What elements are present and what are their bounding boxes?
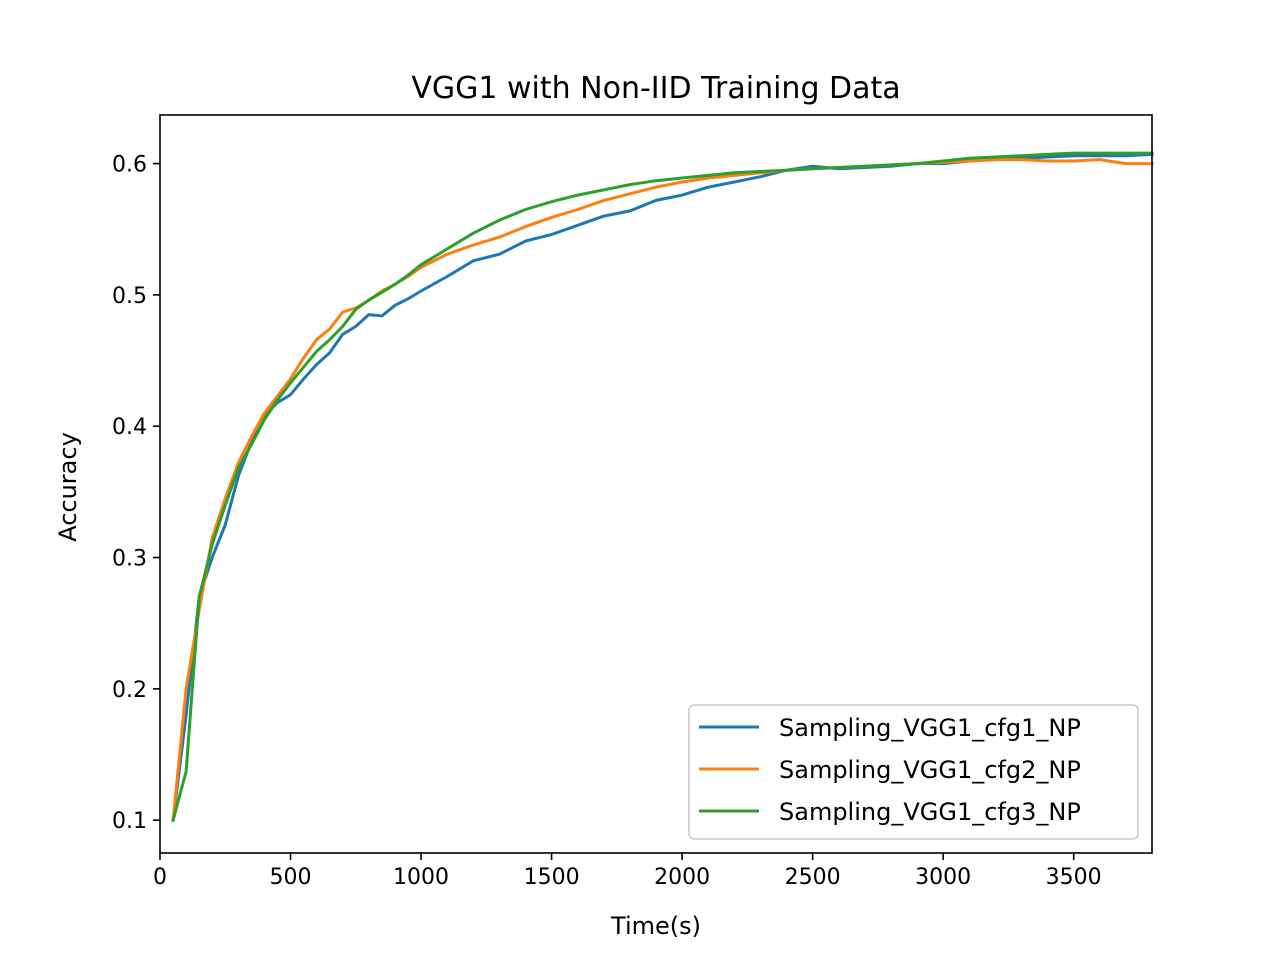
y-tick-label: 0.1 <box>112 809 147 834</box>
y-axis: 0.1 0.2 0.3 0.4 0.5 0.6 <box>112 153 160 834</box>
series-line-2 <box>171 158 1154 822</box>
x-tick-label: 2000 <box>654 865 710 890</box>
x-tick-label: 500 <box>270 865 312 890</box>
y-tick-label: 0.2 <box>112 678 147 703</box>
y-axis-label: Accuracy <box>54 432 82 542</box>
x-tick-label: 2500 <box>785 865 841 890</box>
y-tick-label: 0.5 <box>112 284 147 309</box>
x-axis: 0 500 1000 1500 2000 2500 3000 3500 <box>153 853 1102 890</box>
plot-frame <box>159 114 1153 854</box>
x-tick-label: 3500 <box>1046 865 1102 890</box>
series-layer <box>171 151 1154 823</box>
legend-label-1: Sampling_VGG1_cfg1_NP <box>779 714 1081 742</box>
x-tick-label: 1500 <box>524 865 580 890</box>
chart-title: VGG1 with Non-IID Training Data <box>411 71 900 106</box>
legend-label-2: Sampling_VGG1_cfg2_NP <box>779 756 1081 784</box>
legend-box <box>688 704 1139 840</box>
x-tick-label: 0 <box>153 865 167 890</box>
x-tick-label: 3000 <box>915 865 971 890</box>
x-axis-label: Time(s) <box>610 912 701 940</box>
legend-label-3: Sampling_VGG1_cfg3_NP <box>779 798 1081 826</box>
series-line-3 <box>171 151 1154 823</box>
y-tick-label: 0.4 <box>112 415 147 440</box>
y-tick-label: 0.3 <box>112 547 147 572</box>
x-tick-label: 1000 <box>393 865 449 890</box>
y-tick-label: 0.6 <box>112 153 147 178</box>
legend: Sampling_VGG1_cfg1_NP Sampling_VGG1_cfg2_… <box>688 704 1139 840</box>
